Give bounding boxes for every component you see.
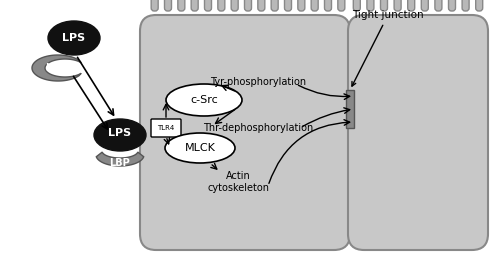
FancyBboxPatch shape — [231, 0, 238, 11]
FancyBboxPatch shape — [380, 0, 388, 11]
FancyBboxPatch shape — [284, 0, 292, 11]
FancyBboxPatch shape — [476, 0, 482, 11]
FancyBboxPatch shape — [218, 0, 225, 11]
Bar — [346, 90, 354, 128]
FancyBboxPatch shape — [164, 0, 172, 11]
FancyBboxPatch shape — [408, 0, 414, 11]
FancyBboxPatch shape — [422, 0, 428, 11]
FancyBboxPatch shape — [140, 15, 350, 250]
Text: LBP: LBP — [110, 158, 130, 168]
FancyBboxPatch shape — [448, 0, 456, 11]
FancyBboxPatch shape — [462, 0, 469, 11]
FancyBboxPatch shape — [151, 119, 181, 137]
Text: LPS: LPS — [108, 128, 132, 138]
Ellipse shape — [48, 21, 100, 55]
FancyBboxPatch shape — [244, 0, 252, 11]
FancyBboxPatch shape — [204, 0, 212, 11]
FancyBboxPatch shape — [151, 0, 158, 11]
Text: MLCK: MLCK — [184, 143, 216, 153]
FancyBboxPatch shape — [348, 15, 488, 250]
FancyBboxPatch shape — [271, 0, 278, 11]
FancyBboxPatch shape — [367, 0, 374, 11]
FancyBboxPatch shape — [298, 0, 305, 11]
Ellipse shape — [94, 119, 146, 151]
Ellipse shape — [165, 133, 235, 163]
FancyBboxPatch shape — [324, 0, 332, 11]
Text: LPS: LPS — [62, 33, 86, 43]
Polygon shape — [96, 152, 144, 166]
Text: TLR4: TLR4 — [158, 125, 174, 131]
Ellipse shape — [166, 84, 242, 116]
FancyBboxPatch shape — [178, 0, 185, 11]
Text: Tight junction: Tight junction — [352, 10, 424, 86]
Text: Tyr-phosphorylation: Tyr-phosphorylation — [210, 77, 306, 87]
FancyBboxPatch shape — [311, 0, 318, 11]
FancyBboxPatch shape — [394, 0, 401, 11]
Text: Actin
cytoskeleton: Actin cytoskeleton — [207, 171, 269, 193]
Text: LBP: LBP — [46, 63, 66, 73]
FancyBboxPatch shape — [258, 0, 265, 11]
FancyBboxPatch shape — [338, 0, 345, 11]
Text: c-Src: c-Src — [190, 95, 218, 105]
FancyBboxPatch shape — [191, 0, 198, 11]
Polygon shape — [32, 55, 81, 81]
Text: Thr-dephosphorylation: Thr-dephosphorylation — [203, 123, 313, 133]
FancyBboxPatch shape — [354, 0, 360, 11]
FancyBboxPatch shape — [435, 0, 442, 11]
